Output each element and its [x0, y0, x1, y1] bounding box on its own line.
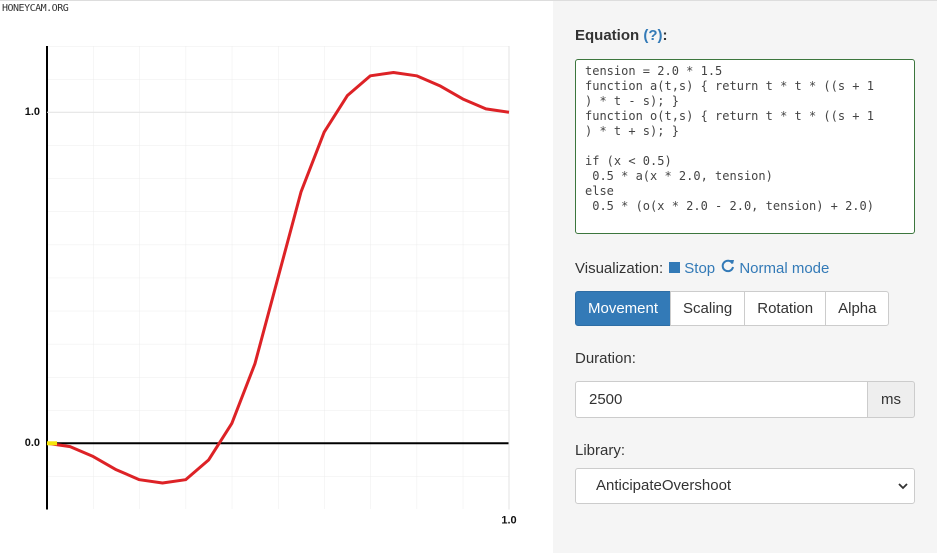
- settings-panel: Equation (?): tension = 2.0 * 1.5 functio…: [553, 0, 937, 553]
- equation-title: Equation: [575, 27, 640, 44]
- visualization-label: Visualization:: [575, 260, 664, 277]
- code-line: 0.5 * a(x * 2.0, tension): [585, 169, 773, 183]
- code-line: function o(t,s) { return t * t * ((s + 1: [585, 109, 874, 123]
- progress-marker: [47, 441, 57, 446]
- library-select[interactable]: AnticipateOvershoot: [575, 468, 915, 504]
- code-line: ) * t + s); }: [585, 124, 679, 138]
- dropdown-arrow: [898, 483, 908, 490]
- tab-group: Movement Scaling Rotation Alpha: [575, 291, 890, 326]
- code-line: 0.5 * (o(x * 2.0 - 2.0, tension) + 2.0): [585, 199, 874, 213]
- watermark: HONEYCAM.ORG: [2, 3, 69, 14]
- code-block: if (x < 0.5) 0.5 * a(x * 2.0, tension) el…: [585, 154, 905, 214]
- y-tick-label: 1.0: [25, 106, 40, 118]
- stop-text: Stop: [684, 260, 716, 277]
- tab-button[interactable]: Alpha: [825, 291, 890, 326]
- stop-button[interactable]: Stop: [669, 260, 715, 277]
- equation-label: Equation (?):: [575, 27, 668, 44]
- duration-unit: ms: [868, 381, 915, 418]
- tab-button[interactable]: Scaling: [670, 291, 746, 326]
- chart: 0.0 1.0 1.0: [25, 46, 517, 526]
- library-value: AnticipateOvershoot: [596, 477, 732, 494]
- tab-button[interactable]: Movement: [575, 291, 672, 326]
- code-line: else: [585, 184, 614, 198]
- mode-text: Normal mode: [739, 260, 830, 277]
- help-link[interactable]: (?): [643, 27, 663, 44]
- code-line: function a(t,s) { return t * t * ((s + 1: [585, 79, 874, 93]
- code-block: tension = 2.0 * 1.5 function a(t,s) { ret…: [585, 64, 905, 139]
- refresh-icon: [721, 259, 735, 273]
- library-label: Library:: [575, 442, 626, 459]
- duration-input[interactable]: 2500: [575, 381, 868, 418]
- mode-button[interactable]: Normal mode: [721, 259, 830, 277]
- code-line: ) * t - s); }: [585, 94, 679, 108]
- tab-button[interactable]: Rotation: [744, 291, 827, 326]
- curve: [46, 70, 510, 485]
- duration-label: Duration:: [575, 350, 636, 367]
- code-line: tension = 2.0 * 1.5: [585, 64, 723, 78]
- colon: :: [662, 27, 668, 44]
- visualizer-panel: HONEYCAM.ORG 0.0 1.0 1.0: [0, 0, 553, 526]
- y-tick-label: 0.0: [25, 437, 40, 449]
- code-line: if (x < 0.5): [585, 154, 672, 168]
- visualization-row: Visualization: Stop Normal mode: [575, 259, 829, 277]
- stop-icon: [669, 262, 681, 273]
- duration-group: 2500 ms: [575, 381, 915, 418]
- x-tick-label: 1.0: [501, 514, 516, 526]
- code-editor[interactable]: tension = 2.0 * 1.5 function a(t,s) { ret…: [575, 59, 915, 234]
